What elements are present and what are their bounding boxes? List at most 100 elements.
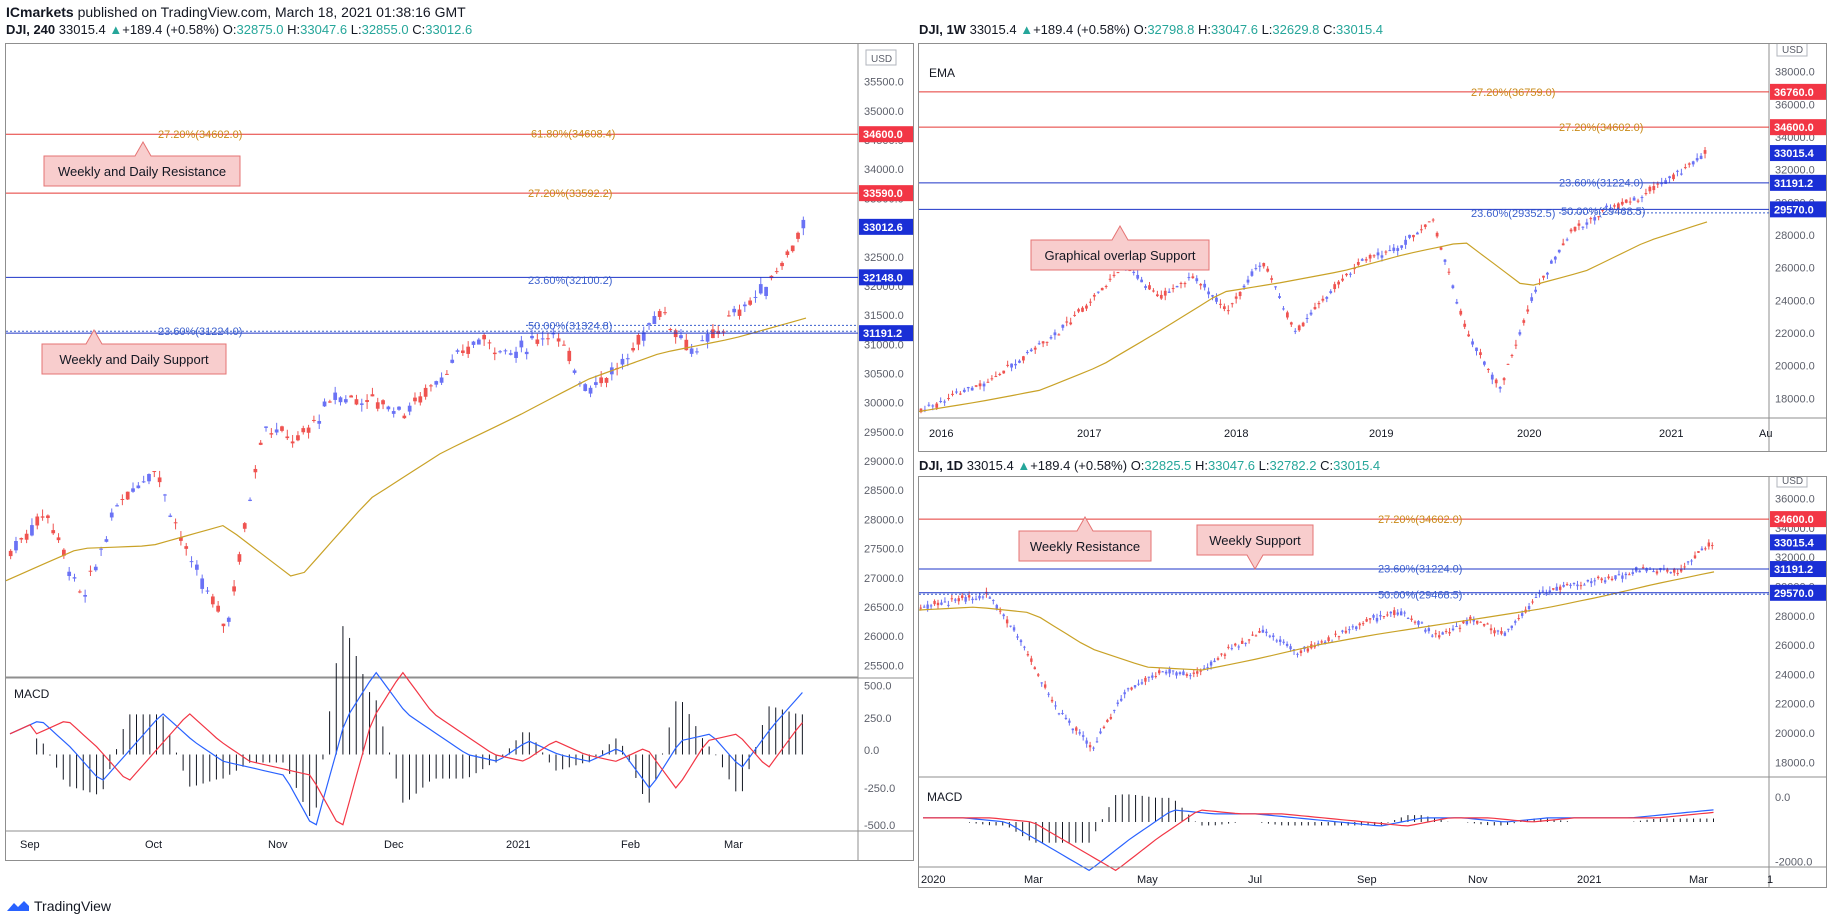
candle-body [1636,200,1640,202]
candle-body [970,387,974,391]
candle-body [546,338,550,340]
y-tick-label: 38000.0 [1775,67,1815,79]
candle-body [397,406,401,410]
candle-body [955,391,958,393]
y-tick-label: 34000.0 [864,164,904,176]
candle-body [1562,584,1565,587]
candle-body [919,408,923,413]
callout-box [1196,524,1314,571]
candle-body [152,471,157,473]
candle-body [971,598,974,601]
candle-body [1179,282,1183,284]
x-axis-label: 2017 [1077,428,1101,440]
y-tick-label: 26000.0 [1775,263,1815,275]
candle-body [530,335,534,339]
candle-body [1171,288,1175,290]
candle-body [1673,568,1676,573]
candle-body [1261,629,1265,633]
candle-body [1555,586,1558,591]
candle-body [1238,291,1242,297]
candle-body [931,405,935,407]
candle-body [1380,255,1384,258]
tradingview-footer[interactable]: TradingView [6,898,111,914]
tr-chart-panel[interactable]: 38000.036000.034000.032000.030000.028000… [918,43,1827,452]
candle-body [1601,209,1604,211]
price-tag [1770,145,1826,162]
candle-body [1171,670,1175,672]
candle-body [1140,682,1144,684]
y-tick-label: 20000.0 [1775,361,1815,373]
left-chart-svg[interactable]: 35500.035000.034500.034000.033500.033000… [6,44,913,860]
candle-body [301,428,306,433]
candle-body [1375,617,1379,622]
candle-body [986,381,990,383]
candle-body [1002,370,1006,374]
publisher-header: ICmarkets published on TradingView.com, … [6,4,466,20]
x-axis-label: Dec [384,839,404,851]
candle-body [365,400,369,402]
candle-body [780,262,784,267]
x-axis-label: 1 [1767,874,1773,886]
candle-body [625,358,630,360]
candle-body [1327,637,1330,641]
candle-body [1493,630,1496,634]
candle-body [801,219,806,229]
candle-body [1631,572,1634,574]
candle-body [1356,262,1360,265]
br-chart-panel[interactable]: 36000.034000.032000.030000.028000.026000… [918,476,1827,888]
candle-body [248,499,252,501]
y-tick-label: 28000.0 [864,514,904,526]
fib-label: 61.80%(34608.4) [531,129,615,141]
candle-body [1092,747,1095,749]
candle-body [407,405,412,412]
candle-body [1572,582,1576,584]
left-close: 33012.6 [425,22,473,37]
candle-body [1628,201,1632,203]
candle-body [758,284,763,294]
candle-body [1365,619,1368,622]
candle-body [1672,174,1675,180]
candle-body [922,606,926,608]
candle-body [1297,325,1301,331]
candle-body [1022,356,1025,361]
price-tag [859,218,913,235]
candle-body [1486,623,1489,625]
candle-body [1182,671,1185,676]
tr-last: 33015.4 [969,22,1017,37]
candle-body [1546,272,1549,275]
tradingview-logo-icon [7,901,29,911]
candle-body [1163,290,1167,296]
candle-body [1451,285,1455,289]
candle-body [56,537,61,541]
tr-chart-svg[interactable]: 38000.036000.034000.032000.030000.028000… [919,44,1826,451]
y-tick-label: 28000.0 [1775,230,1815,242]
candle-body [1583,584,1586,586]
candle-body [1518,332,1522,335]
candle-body [1458,627,1462,629]
candle-body [8,550,13,557]
x-axis-label: 2021 [1659,428,1683,440]
tr-legend: DJI, 1W 33015.4 ▲+189.4 (+0.58%) O:32798… [919,22,1384,37]
candle-body [1116,702,1119,704]
candle-body [1057,713,1061,715]
candle-body [1620,201,1624,205]
candle-body [964,596,967,602]
candle-body [184,546,189,549]
candle-body [77,591,82,593]
candle-body [1081,735,1085,737]
candle-body [1175,672,1178,676]
candle-body [1697,551,1700,553]
candle-body [919,607,922,609]
x-axis-label: Mar [1024,874,1043,886]
br-chart-svg[interactable]: 36000.034000.032000.030000.028000.026000… [919,477,1826,887]
price-tag [859,185,913,202]
candle-body [1227,646,1230,648]
candle-body [141,481,146,483]
x-axis-label: 2021 [506,839,530,851]
candle-body [1344,630,1348,633]
candle-body [1337,281,1340,285]
left-chart-panel[interactable]: 35500.035000.034500.034000.033500.033000… [5,43,914,861]
ema-line [919,571,1715,671]
candle-body [1403,612,1406,614]
candle-body [1219,303,1222,305]
